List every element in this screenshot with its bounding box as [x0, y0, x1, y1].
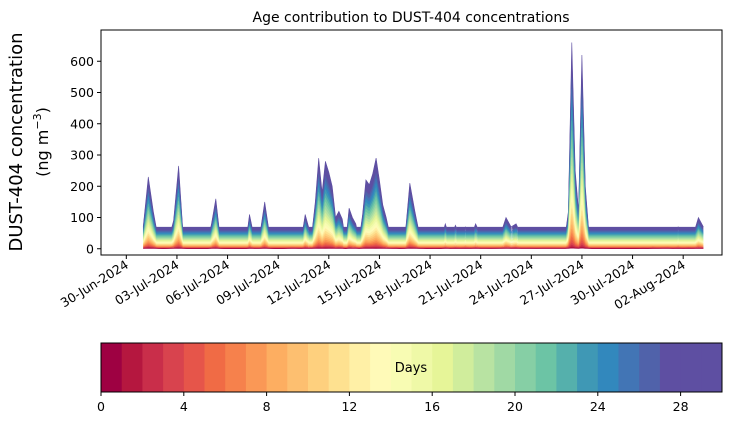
age-band-area — [142, 54, 704, 247]
colorbar-cell — [163, 343, 185, 392]
colorbar-cell — [494, 343, 516, 392]
colorbar-cell — [432, 343, 454, 392]
colorbar-tick-label: 8 — [263, 399, 271, 414]
y-axis-label-unit-suffix: ) — [33, 107, 52, 113]
colorbar-cell — [266, 343, 288, 392]
y-tick-label: 600 — [70, 54, 94, 69]
y-tick-label: 200 — [70, 179, 94, 194]
colorbar-cell — [680, 343, 702, 392]
colorbar-cell — [328, 343, 350, 392]
colorbar-cell — [308, 343, 330, 392]
y-axis-label-line2: (ng m−3) — [31, 107, 52, 177]
y-axis-label: DUST-404 concentration (ng m−3) — [6, 32, 52, 251]
y-tick-label: 300 — [70, 148, 94, 163]
y-tick-label: 400 — [70, 116, 94, 131]
colorbar-cell — [535, 343, 557, 392]
colorbar-tick-label: 28 — [673, 399, 689, 414]
colorbar-cell — [121, 343, 143, 392]
colorbar-cell — [556, 343, 578, 392]
colorbar-tick-label: 20 — [507, 399, 523, 414]
colorbar-cell — [577, 343, 599, 392]
age-band-area — [142, 110, 704, 247]
colorbar-cell — [287, 343, 309, 392]
age-contribution-areas — [142, 42, 704, 249]
colorbar-cell — [183, 343, 205, 392]
colorbar-ticks: 0 4 8 12 16 20 24 28 — [97, 392, 689, 414]
colorbar-cell — [411, 343, 433, 392]
y-tick-label: 500 — [70, 85, 94, 100]
y-axis: 0 100 200 300 400 500 600 — [70, 54, 101, 256]
colorbar-cell — [370, 343, 392, 392]
y-axis-label-line1: DUST-404 concentration — [6, 32, 27, 251]
colorbar-tick-label: 16 — [424, 399, 440, 414]
colorbar-cells — [101, 343, 723, 392]
y-axis-label-unit-exponent: −3 — [31, 113, 44, 129]
age-band-area — [142, 66, 704, 247]
colorbar-cell — [659, 343, 682, 392]
colorbar-cell — [390, 343, 412, 392]
x-axis: 30-Jun-202403-Jul-202406-Jul-202409-Jul-… — [58, 255, 688, 312]
age-band-area — [142, 99, 704, 247]
y-axis-label-unit-prefix: (ng m — [33, 130, 52, 177]
colorbar-cell — [452, 343, 475, 392]
age-band-area — [142, 89, 704, 247]
colorbar-label: Days — [395, 361, 428, 376]
plot-area: 0 100 200 300 400 500 600 30-Jun-202403-Jul-20… — [58, 29, 723, 312]
age-band-area — [142, 77, 704, 247]
colorbar: Days 0 4 8 12 16 20 24 28 — [97, 342, 723, 414]
colorbar-cell — [618, 343, 640, 392]
colorbar-cell — [349, 343, 371, 392]
chart-title: Age contribution to DUST-404 concentrati… — [253, 10, 570, 26]
colorbar-cell — [101, 343, 123, 392]
colorbar-tick-label: 24 — [590, 399, 606, 414]
y-tick-label: 100 — [70, 210, 94, 225]
colorbar-cell — [639, 343, 661, 392]
colorbar-tick-label: 4 — [180, 399, 188, 414]
colorbar-cell — [597, 343, 619, 392]
colorbar-cell — [701, 343, 723, 392]
age-band-area — [142, 42, 704, 246]
colorbar-tick-label: 12 — [341, 399, 357, 414]
colorbar-frame — [100, 342, 723, 393]
y-tick-label: 0 — [86, 241, 94, 256]
plot-frame — [100, 29, 723, 256]
age-band-area — [143, 247, 704, 249]
colorbar-tick-label: 0 — [97, 399, 105, 414]
colorbar-cell — [225, 343, 247, 392]
colorbar-cell — [515, 343, 537, 392]
colorbar-cell — [142, 343, 164, 392]
colorbar-cell — [245, 343, 268, 392]
colorbar-cell — [473, 343, 495, 392]
colorbar-cell — [204, 343, 226, 392]
